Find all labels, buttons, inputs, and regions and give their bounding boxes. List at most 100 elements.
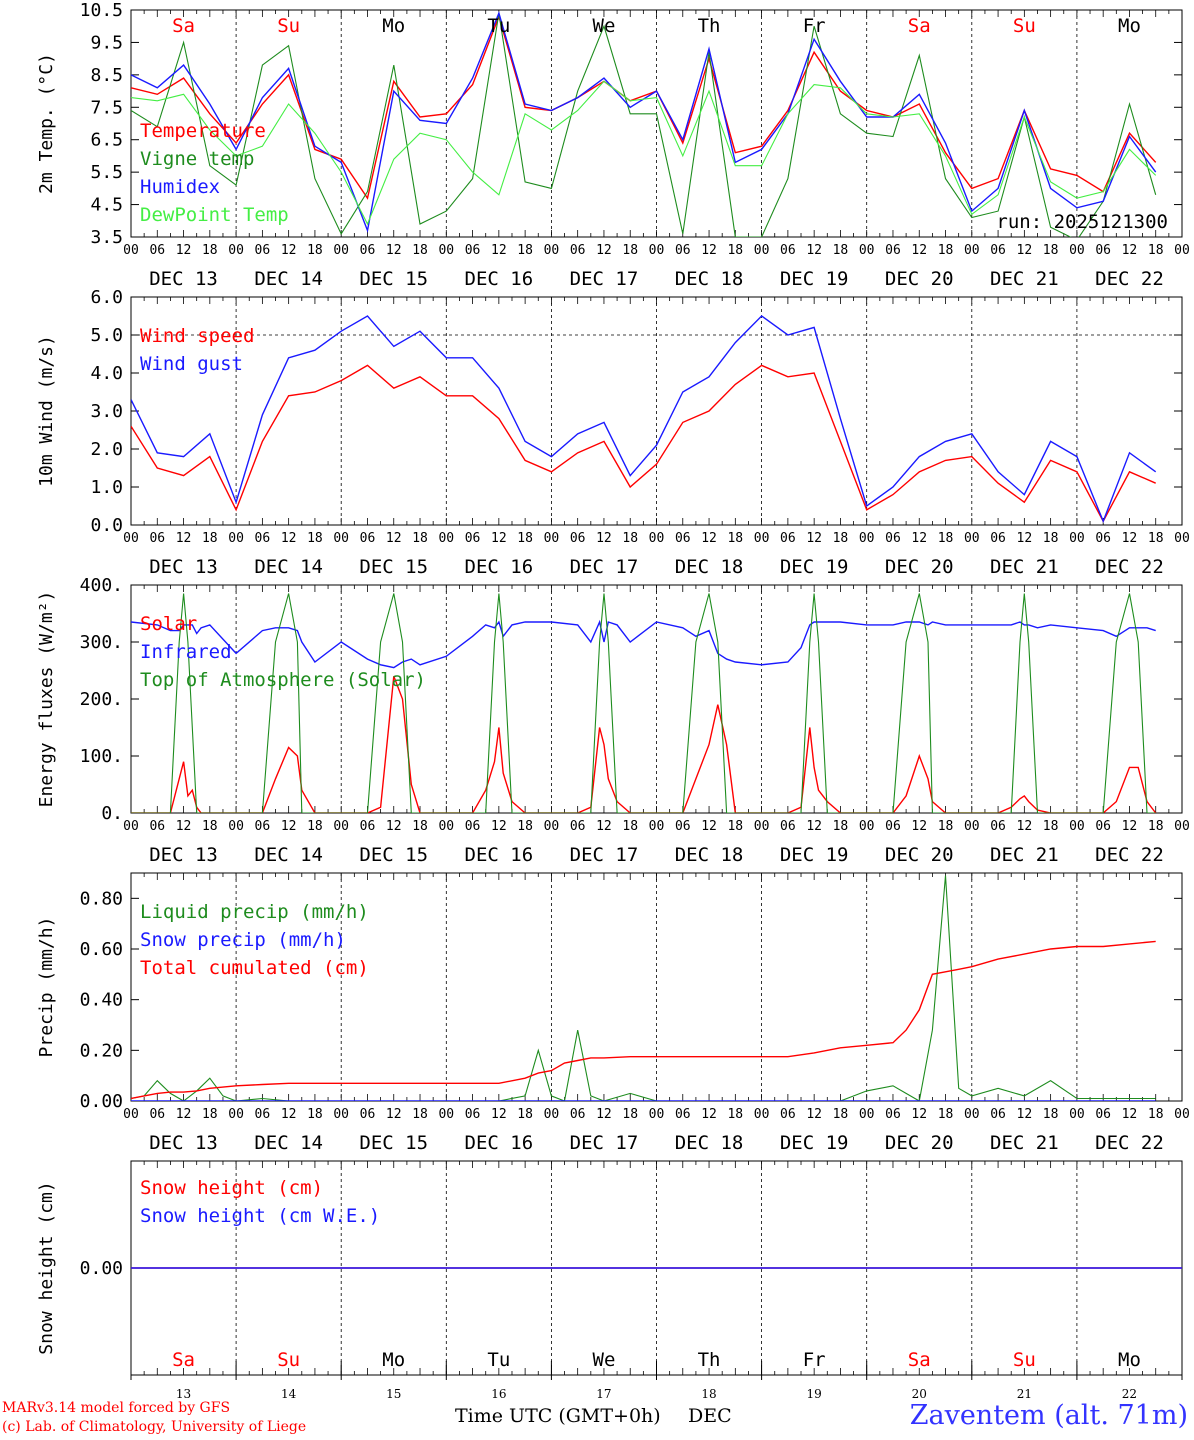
hour-label: 00: [438, 1107, 454, 1122]
hour-label: 18: [412, 243, 428, 258]
hour-label: 18: [307, 1107, 323, 1122]
hour-label: 00: [333, 531, 349, 546]
hour-label: 18: [1043, 819, 1059, 834]
hour-label: 12: [596, 1107, 612, 1122]
hour-label: 12: [491, 1107, 507, 1122]
legend-entry: Wind gust: [140, 353, 243, 375]
hour-label: 06: [255, 819, 271, 834]
hour-label: 06: [675, 243, 691, 258]
hour-label: 00: [649, 819, 665, 834]
hour-label: 06: [885, 1107, 901, 1122]
hour-label: 00: [1069, 1107, 1085, 1122]
hour-label: 06: [149, 819, 165, 834]
day-number: 16: [491, 1387, 506, 1401]
hour-label: 06: [990, 243, 1006, 258]
legend-entry: Solar: [140, 613, 197, 635]
hour-label: 18: [517, 1107, 533, 1122]
hour-label: 18: [1148, 819, 1164, 834]
hour-label: 06: [675, 819, 691, 834]
hour-label: 00: [123, 531, 139, 546]
hour-label: 18: [1148, 243, 1164, 258]
hour-label: 06: [1095, 1107, 1111, 1122]
date-label: DEC 13: [149, 1132, 218, 1154]
y-tick-label: 8.5: [90, 65, 123, 86]
hour-label: 00: [649, 1107, 665, 1122]
hour-label: 18: [727, 243, 743, 258]
hour-label: 06: [255, 1107, 271, 1122]
hour-label: 12: [1017, 243, 1033, 258]
credit-line-2: (c) Lab. of Climatology, University of L…: [2, 1419, 307, 1435]
hour-label: 06: [465, 243, 481, 258]
hour-label: 18: [833, 243, 849, 258]
date-label: DEC 15: [359, 844, 428, 866]
hour-label: 18: [727, 531, 743, 546]
date-label: DEC 22: [1095, 1132, 1164, 1154]
hour-label: 06: [990, 1107, 1006, 1122]
hour-label: 18: [517, 531, 533, 546]
date-label: DEC 16: [465, 844, 534, 866]
date-label: DEC 16: [465, 1132, 534, 1154]
series-line-dewpoint-temp: [131, 80, 1157, 226]
y-tick-label: 0.60: [80, 939, 123, 960]
date-label: DEC 20: [885, 844, 954, 866]
date-label: DEC 13: [149, 556, 218, 578]
hour-label: 18: [833, 531, 849, 546]
day-name-top: Sa: [172, 15, 195, 37]
day-name-top: Su: [1013, 15, 1036, 37]
hour-label: 00: [754, 531, 770, 546]
day-name-bottom: Su: [277, 1349, 300, 1371]
hour-label: 12: [491, 531, 507, 546]
hour-label: 06: [255, 243, 271, 258]
hour-label: 06: [360, 1107, 376, 1122]
series-line-solar: [131, 675, 1157, 813]
hour-label: 18: [202, 531, 218, 546]
day-name-top: Mo: [1118, 15, 1141, 37]
run-label: run: 2025121300: [996, 211, 1168, 233]
y-tick-label: 0.20: [80, 1040, 123, 1061]
hour-label: 18: [727, 1107, 743, 1122]
hour-label: 06: [360, 243, 376, 258]
y-axis-label: 2m Temp. (°C): [36, 53, 57, 194]
hour-label: 18: [202, 243, 218, 258]
hour-label: 12: [386, 1107, 402, 1122]
hour-label: 00: [438, 243, 454, 258]
hour-label: 00: [1174, 243, 1190, 258]
hour-label: 06: [360, 531, 376, 546]
date-label: DEC 22: [1095, 844, 1164, 866]
panel-2: [130, 296, 1183, 526]
hour-label: 06: [780, 531, 796, 546]
hour-label: 00: [228, 1107, 244, 1122]
y-tick-label: 5.5: [90, 162, 123, 183]
hour-label: 18: [307, 243, 323, 258]
hour-label: 06: [255, 531, 271, 546]
day-number: 21: [1017, 1387, 1032, 1401]
credit-line-1: MARv3.14 model forced by GFS: [2, 1400, 231, 1416]
date-label: DEC 20: [885, 268, 954, 290]
hour-label: 12: [281, 243, 297, 258]
hour-label: 06: [885, 243, 901, 258]
hour-label: 00: [1174, 1107, 1190, 1122]
hour-label: 00: [754, 243, 770, 258]
hour-label: 06: [780, 1107, 796, 1122]
date-label: DEC 18: [675, 1132, 744, 1154]
hour-label: 06: [570, 1107, 586, 1122]
y-tick-label: 100.: [80, 746, 123, 767]
hour-label: 12: [1017, 1107, 1033, 1122]
date-label: DEC 21: [990, 556, 1059, 578]
date-label: DEC 17: [570, 268, 639, 290]
hour-label: 00: [333, 243, 349, 258]
day-number: 13: [176, 1387, 191, 1401]
hour-label: 12: [386, 531, 402, 546]
hour-label: 06: [465, 819, 481, 834]
y-tick-label: 4.5: [90, 195, 123, 216]
hour-label: 12: [701, 1107, 717, 1122]
hour-label: 12: [386, 243, 402, 258]
date-label: DEC 20: [885, 1132, 954, 1154]
day-number: 14: [281, 1387, 297, 1401]
y-axis-label: Snow height (cm): [36, 1181, 57, 1354]
hour-label: 00: [1174, 531, 1190, 546]
hour-label: 06: [149, 243, 165, 258]
day-name-bottom: Mo: [382, 1349, 405, 1371]
day-name-top: Sa: [908, 15, 931, 37]
hour-label: 06: [780, 243, 796, 258]
